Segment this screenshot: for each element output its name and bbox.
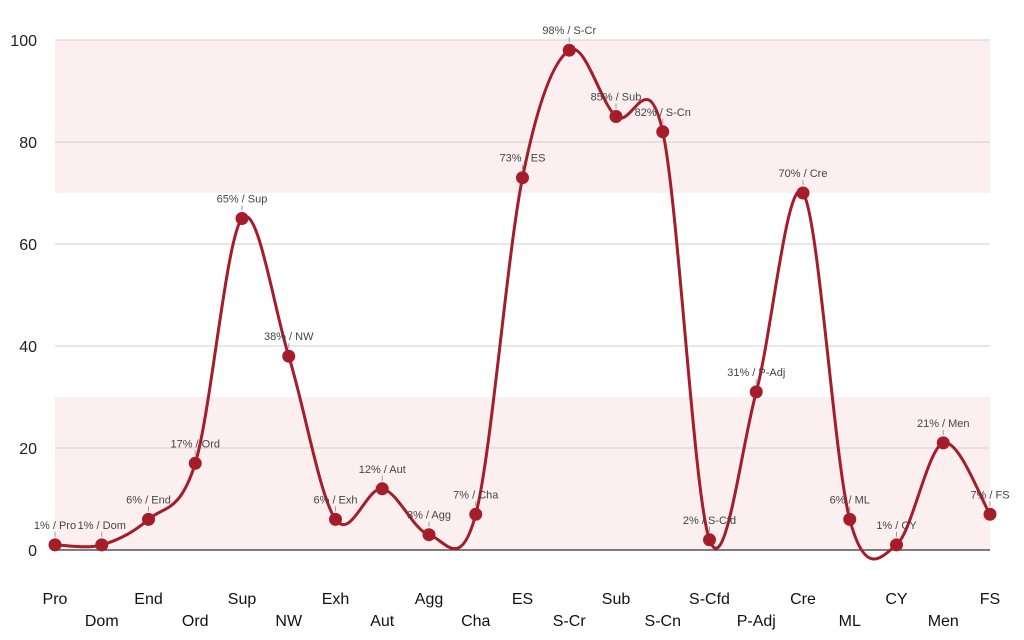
data-point[interactable] <box>890 538 903 552</box>
x-tick-label: ES <box>512 591 533 608</box>
data-point[interactable] <box>936 436 950 450</box>
y-tick-label: 40 <box>19 339 37 356</box>
x-tick-label: End <box>134 591 162 608</box>
data-point[interactable] <box>142 512 155 526</box>
data-label: 7% / FS <box>970 489 1009 501</box>
data-label: 38% / NW <box>264 331 314 343</box>
y-tick-label: 0 <box>28 543 37 560</box>
data-label: 1% / Dom <box>78 520 126 532</box>
data-point[interactable] <box>843 512 857 526</box>
x-tick-label: Men <box>928 613 959 630</box>
x-tick-label: Agg <box>415 591 443 608</box>
data-label: 3% / Agg <box>407 510 451 522</box>
data-label: 1% / CY <box>876 520 917 532</box>
data-point[interactable] <box>796 186 810 200</box>
data-point[interactable] <box>329 512 342 526</box>
bands-layer <box>55 40 990 550</box>
data-point[interactable] <box>562 43 576 57</box>
data-label: 98% / S-Cr <box>542 25 596 37</box>
x-tick-label: Sub <box>602 591 631 608</box>
y-tick-label: 100 <box>10 33 37 50</box>
x-tick-label: Aut <box>370 613 395 630</box>
data-label: 65% / Sup <box>217 194 268 206</box>
x-tick-label: Ord <box>182 613 209 630</box>
grid-layer <box>55 39 990 551</box>
data-label: 21% / Men <box>917 418 970 430</box>
data-label: 17% / Ord <box>170 438 220 450</box>
data-label: 85% / Sub <box>591 92 642 104</box>
data-label: 31% / P-Adj <box>727 367 785 379</box>
y-tick-label: 20 <box>19 441 37 458</box>
x-axis: Pro Dom End Ord Sup NW Exh Aut Agg Cha ES S-Cr Sub S-… <box>43 591 1001 630</box>
data-point[interactable] <box>422 528 436 542</box>
x-tick-label: Sup <box>228 591 257 608</box>
data-point[interactable] <box>516 171 529 185</box>
x-tick-label: Cre <box>790 591 816 608</box>
data-label: 70% / Cre <box>779 168 828 180</box>
x-tick-label: ML <box>839 613 861 630</box>
data-point[interactable] <box>375 482 389 496</box>
y-tick-label: 60 <box>19 237 37 254</box>
x-tick-label: NW <box>275 613 303 630</box>
data-labels-layer: 1% / Pro 1% / Dom 6% / End 17% / Ord 65% / S… <box>34 25 1010 537</box>
data-label: 6% / End <box>126 494 171 506</box>
data-label: 7% / Cha <box>453 489 499 501</box>
x-tick-label: S-Cr <box>553 613 587 630</box>
data-label: 2% / S-Cfd <box>683 515 736 527</box>
data-point[interactable] <box>48 538 62 552</box>
x-tick-label: Exh <box>322 591 350 608</box>
x-tick-label: CY <box>885 591 908 608</box>
x-tick-label: P-Adj <box>737 613 776 630</box>
data-point[interactable] <box>609 110 623 123</box>
data-point[interactable] <box>469 507 483 521</box>
data-point[interactable] <box>703 533 716 547</box>
data-label: 82% / S-Cn <box>635 107 691 119</box>
data-label: 6% / ML <box>830 494 870 506</box>
data-label: 73% / ES <box>500 153 546 165</box>
band-0 <box>55 397 990 550</box>
data-point[interactable] <box>983 507 997 521</box>
y-axis: 0 20 40 60 80 100 <box>10 33 37 560</box>
data-point[interactable] <box>95 538 109 552</box>
y-tick-label: 80 <box>19 135 37 152</box>
x-tick-label: FS <box>980 591 1000 608</box>
points-layer <box>48 43 997 552</box>
data-label: 6% / Exh <box>313 494 357 506</box>
data-label: 12% / Aut <box>359 464 406 476</box>
data-point[interactable] <box>282 349 296 363</box>
data-label: 1% / Pro <box>34 520 76 532</box>
x-tick-label: Dom <box>85 613 119 630</box>
x-tick-label: S-Cfd <box>689 591 730 608</box>
data-point[interactable] <box>235 212 249 225</box>
x-tick-label: Pro <box>43 591 68 608</box>
band-1 <box>55 40 990 193</box>
data-point[interactable] <box>749 385 763 399</box>
data-point[interactable] <box>188 456 202 470</box>
x-tick-label: Cha <box>461 613 490 630</box>
data-point[interactable] <box>656 125 670 139</box>
x-tick-label: S-Cn <box>645 613 681 630</box>
